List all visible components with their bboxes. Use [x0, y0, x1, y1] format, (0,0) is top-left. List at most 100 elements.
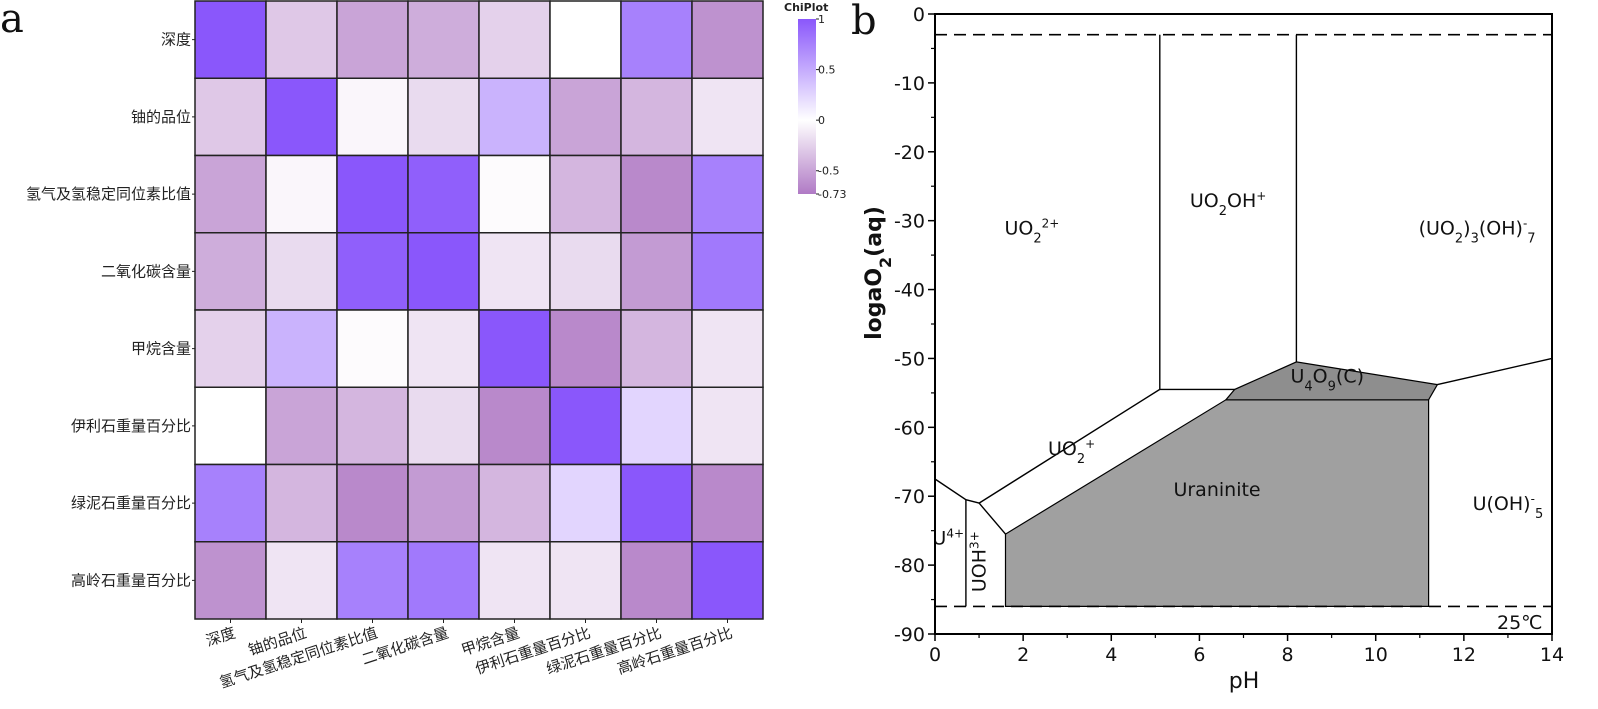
species-part: )	[1463, 217, 1470, 239]
heatmap-cell	[336, 0, 409, 79]
y-axis-title-tail: (aq)	[862, 206, 887, 257]
x-tick-label: 4	[1105, 644, 1117, 666]
heatmap-cell	[691, 541, 764, 620]
species-label: (UO2)3(OH)-7	[1419, 216, 1536, 246]
heatmap-cell	[194, 386, 267, 466]
panel-label-b: b	[851, 0, 877, 44]
heatmap-cell	[620, 309, 693, 388]
colorbar-tick-label: -0.73	[818, 188, 846, 201]
species-label: UOH3+	[968, 531, 991, 592]
heatmap-row-labels: 深度铀的品位氢气及氢稳定同位素比值二氧化碳含量甲烷含量伊利石重量百分比绿泥石重量…	[26, 31, 195, 589]
heatmap-col-label: 深度	[204, 624, 238, 650]
phase-regions	[1004, 361, 1439, 608]
species-label: U4+	[932, 526, 964, 549]
y-tick-label: -10	[894, 73, 925, 95]
species-main: (UO	[1419, 217, 1455, 239]
y-tick-label: -70	[894, 486, 925, 508]
y-axis-ticks: 0 -10 -20 -30 -40 -50 -60 -70 -80 -90	[894, 4, 935, 646]
species-subscript: 2	[1455, 231, 1463, 246]
species-subscript: 9	[1328, 379, 1336, 394]
heatmap-cell	[478, 232, 551, 311]
heatmap-cell	[336, 154, 409, 234]
species-charge: +	[1085, 437, 1095, 451]
heatmap-cell	[620, 232, 693, 311]
heatmap-row-label: 高岭石重量百分比	[71, 571, 191, 589]
heatmap-row-label: 铀的品位	[131, 108, 191, 126]
heatmap-cell	[691, 77, 764, 157]
heatmap-cell	[336, 541, 409, 620]
heatmap-cell	[549, 77, 622, 157]
heatmap-row-label: 伊利石重量百分比	[71, 417, 191, 435]
x-tick-label: 2	[1017, 644, 1029, 666]
x-tick-label: 14	[1540, 644, 1564, 666]
species-charge: -	[1523, 216, 1527, 230]
x-tick-label: 12	[1452, 644, 1476, 666]
boundary-line	[978, 388, 1161, 504]
temperature-label: 25℃	[1497, 612, 1543, 634]
species-subscript: 4	[1304, 379, 1312, 394]
species-label: UO2OH+	[1190, 189, 1266, 219]
heatmap-cell	[691, 154, 764, 234]
heatmap-cell	[194, 232, 267, 311]
x-tick-label: 6	[1193, 644, 1205, 666]
heatmap-cell	[478, 386, 551, 466]
heatmap-cell	[407, 232, 480, 311]
heatmap-cell	[478, 463, 551, 543]
species-part: O	[1313, 366, 1328, 388]
colorbar-tick-label: 1	[818, 13, 825, 26]
heatmap-cell	[265, 541, 338, 620]
species-main: UO	[1048, 438, 1077, 460]
colorbar-tick-label: 0.5	[818, 64, 836, 77]
heatmap-cell	[620, 0, 693, 79]
heatmap-row-label: 二氧化碳含量	[101, 262, 191, 280]
phase-boundaries	[934, 34, 1553, 607]
heatmap-cell	[549, 154, 622, 234]
y-tick-label: -30	[894, 211, 925, 233]
species-charge: 2+	[1042, 216, 1060, 230]
species-subscript: 3	[1471, 231, 1479, 246]
heatmap-cell	[620, 154, 693, 234]
y-tick-label: 0	[913, 4, 925, 26]
boundary-line	[1437, 357, 1553, 386]
heatmap-cell	[620, 463, 693, 543]
heatmap-cell	[194, 154, 267, 234]
species-label: UO2+	[1048, 437, 1095, 467]
species-subscript: 2	[1219, 203, 1227, 218]
y-axis-title-sub: 2	[876, 257, 895, 268]
heatmap-cell	[265, 232, 338, 311]
phase-region-u4o9-c-	[1224, 361, 1439, 401]
heatmap-cell	[549, 386, 622, 466]
boundary-line	[978, 502, 1007, 535]
heatmap-cell	[620, 386, 693, 466]
colorbar-bar	[798, 19, 816, 194]
heatmap-cell	[194, 309, 267, 388]
heatmap-cell	[194, 0, 267, 79]
x-tick-label: 0	[929, 644, 941, 666]
species-labels: UO22+UO2OH+(UO2)3(OH)-7UO2+UraniniteU(OH…	[932, 189, 1543, 592]
species-charge: 3+	[968, 531, 982, 549]
species-main: Uraninite	[1173, 479, 1260, 501]
heatmap-row-label: 甲烷含量	[131, 340, 191, 358]
species-charge: 4+	[946, 526, 964, 540]
panel-b: b UO22+UO2OH+(UO2)3(OH)-7UO2+UraniniteU(…	[851, 0, 1564, 694]
heatmap-cell	[336, 309, 409, 388]
y-tick-label: -60	[894, 417, 925, 439]
panel-a: a 深度铀的品位氢气及氢稳定同位素比值二氧化碳含量甲烷含量伊利石重量百分比绿泥石…	[0, 0, 846, 692]
heatmap-cell	[478, 309, 551, 388]
heatmap-cell	[265, 463, 338, 543]
heatmap-cell	[691, 0, 764, 79]
species-label: U4O9(C)	[1290, 366, 1364, 395]
heatmap-row-label: 绿泥石重量百分比	[71, 494, 191, 512]
phase-region-uraninite	[1004, 399, 1430, 608]
heatmap-cell	[407, 77, 480, 157]
x-tick-label: 8	[1282, 644, 1294, 666]
heatmap-cell	[265, 77, 338, 157]
colorbar: ChiPlot 1 0.5 0 -0.5 -0.73	[784, 1, 846, 201]
heatmap-cell	[478, 154, 551, 234]
heatmap-cell	[549, 232, 622, 311]
panel-label-a: a	[0, 0, 24, 42]
heatmap-cell	[336, 232, 409, 311]
x-axis-title: pH	[1229, 669, 1260, 694]
heatmap-cell	[478, 77, 551, 157]
heatmap-cell	[265, 386, 338, 466]
